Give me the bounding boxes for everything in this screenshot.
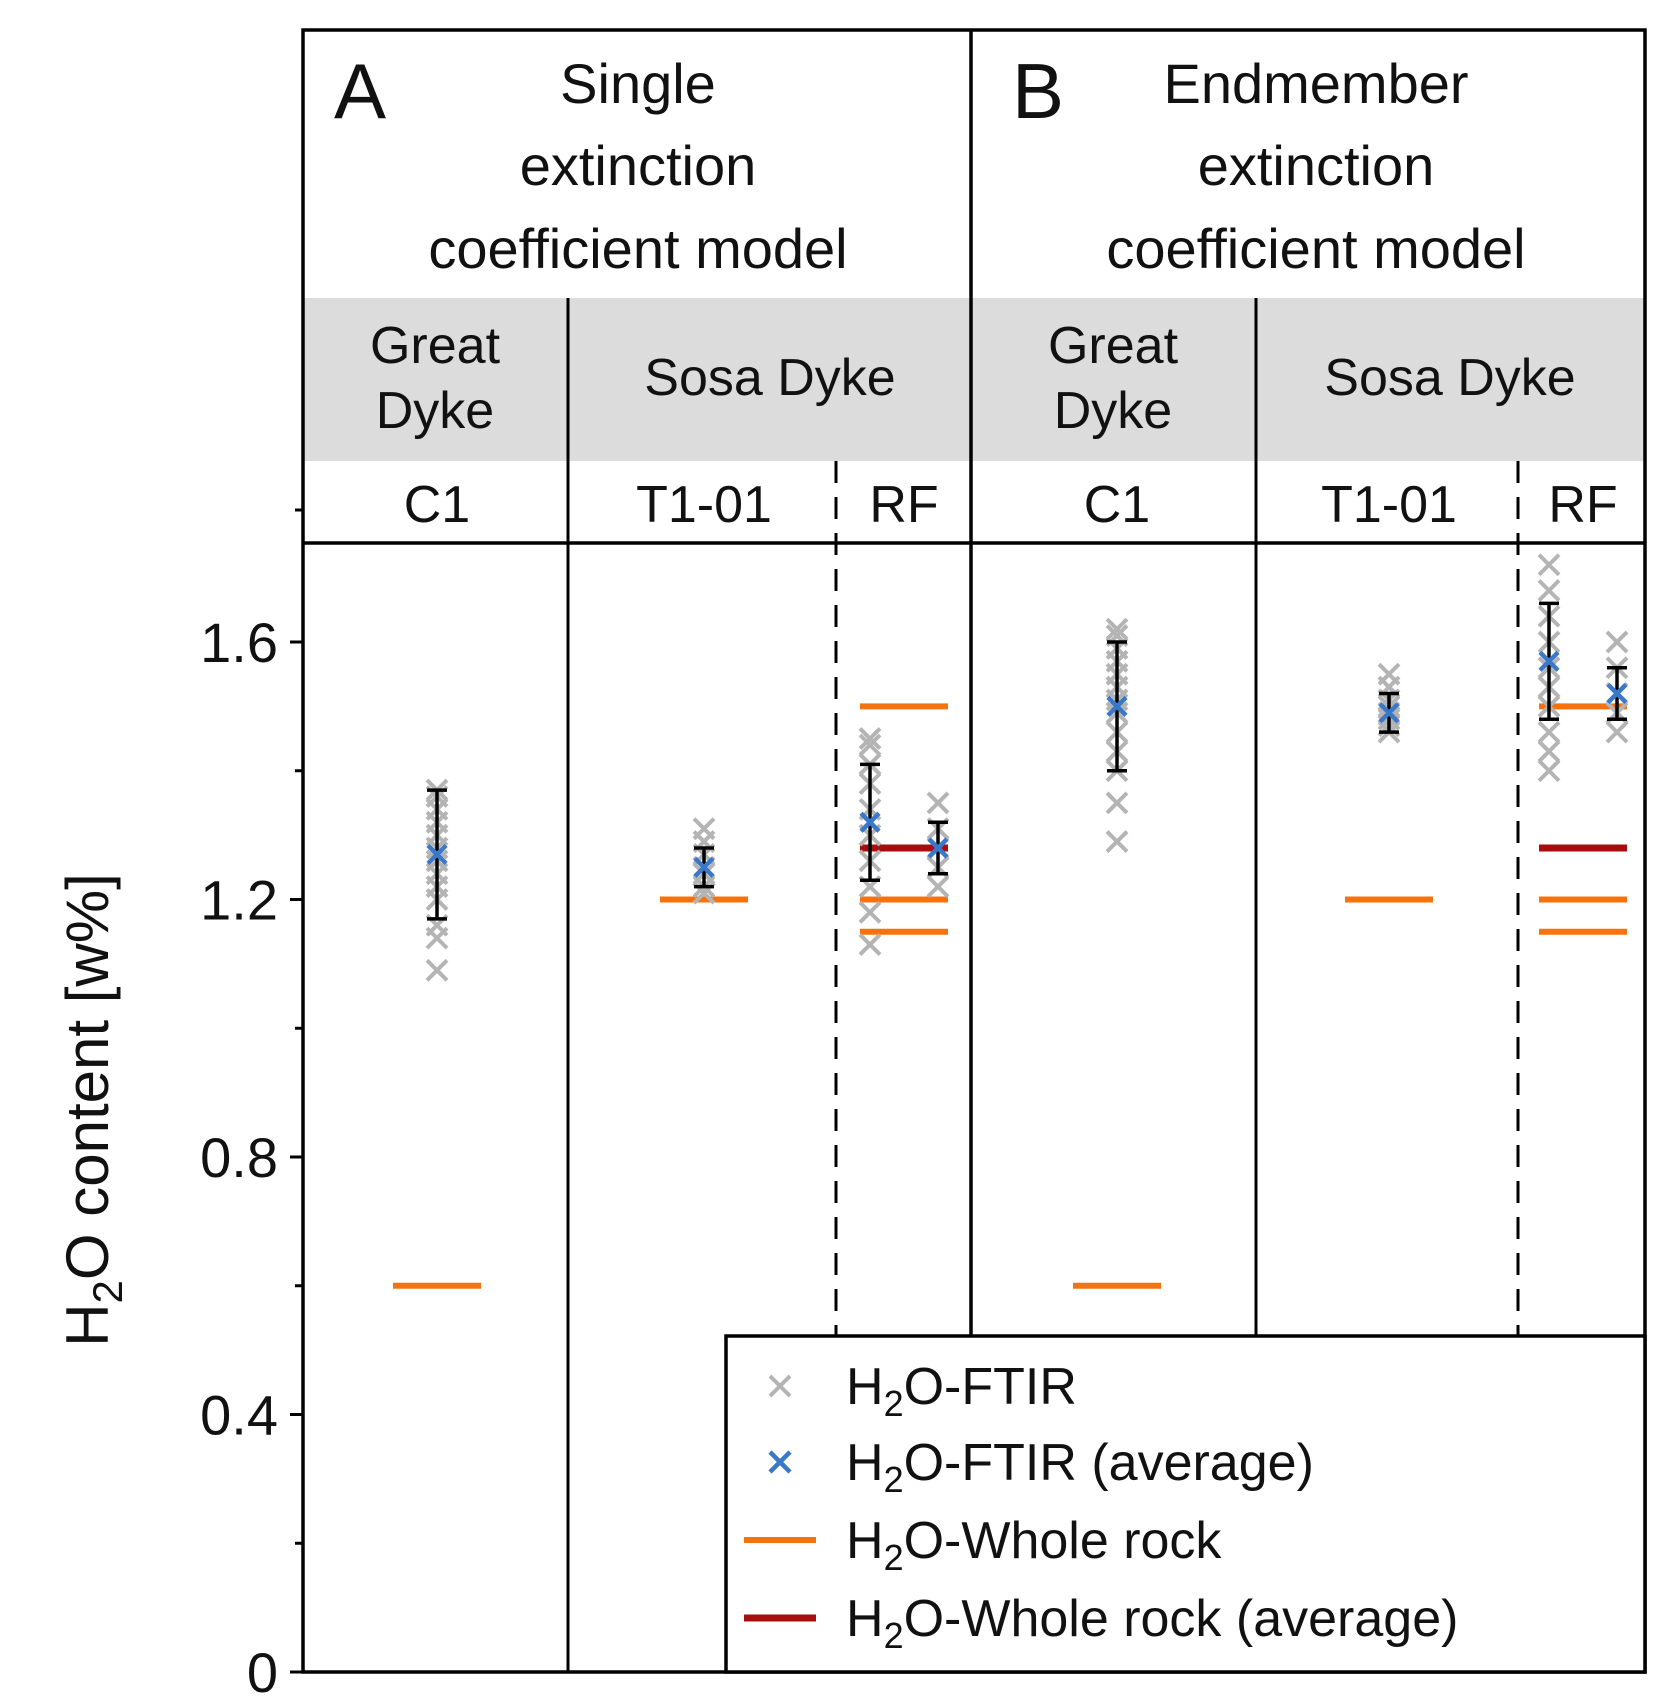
panel-b-letter: B xyxy=(1012,47,1064,135)
ftir-point xyxy=(1605,630,1629,654)
panel-b-sample-label-t1-01: T1-01 xyxy=(1321,476,1457,534)
legend-marker-ftir xyxy=(768,1374,792,1398)
ftir-point xyxy=(1377,662,1401,686)
panel-b-sample-label-rf: RF xyxy=(1548,476,1617,534)
y-tick-label: 0.8 xyxy=(200,1126,278,1189)
dyke-header-band xyxy=(303,298,1645,461)
ftir-point xyxy=(1605,720,1629,744)
panel-a-sample-label-t1-01: T1-01 xyxy=(636,476,772,534)
y-tick-label: 1.2 xyxy=(200,869,278,932)
ftir-point xyxy=(1105,830,1129,853)
ftir-average-point xyxy=(1538,650,1560,672)
legend: H2O-FTIR H2O-FTIR (average) H2O-Whole ro… xyxy=(724,1334,1647,1674)
panel-headers: A Single extinction coefficient model B … xyxy=(334,47,1618,534)
ftir-point xyxy=(1105,617,1129,641)
ftir-average-point xyxy=(1378,702,1400,724)
ftir-point xyxy=(1105,791,1129,815)
legend-box xyxy=(724,1334,1647,1674)
y-tick-label: 0 xyxy=(247,1641,278,1700)
ftir-point xyxy=(858,727,882,750)
ftir-point xyxy=(926,791,950,815)
ftir-average-point xyxy=(859,811,881,833)
panel-a-title-line-3: coefficient model xyxy=(428,217,847,280)
ftir-point xyxy=(1537,759,1561,783)
y-axis-title: H2O content [w%] xyxy=(54,873,131,1347)
legend-label-whole-rock: H2O-Whole rock xyxy=(846,1512,1222,1578)
ftir-point xyxy=(1537,740,1561,763)
panel-a-great-dyke-label-line-2: Dyke xyxy=(376,382,494,440)
y-axis-title-suffix: O content [w%] xyxy=(54,873,121,1280)
ftir-point xyxy=(858,900,882,924)
panel-a-sosa-dyke-label: Sosa Dyke xyxy=(644,349,895,407)
panel-a-letter: A xyxy=(334,47,386,135)
ftir-point xyxy=(692,817,716,841)
legend-marker-ftir-average xyxy=(768,1450,792,1474)
panel-b-sosa-dyke-label: Sosa Dyke xyxy=(1324,349,1575,407)
ftir-point xyxy=(858,933,882,956)
y-axis: 0 0.4 0.8 1.2 1.6 H2O content [w%] xyxy=(54,508,303,1700)
legend-label-ftir: H2O-FTIR xyxy=(846,1358,1077,1424)
panel-b-sample-label-c1: C1 xyxy=(1084,476,1150,534)
y-tick-label: 0.4 xyxy=(200,1384,278,1447)
ftir-average-point xyxy=(927,837,949,859)
panel-a-sample-label-rf: RF xyxy=(869,476,938,534)
legend-label-whole-rock-average: H2O-Whole rock (average) xyxy=(846,1590,1458,1656)
panel-a-title-line-2: extinction xyxy=(520,134,757,197)
legend-label-ftir-average: H2O-FTIR (average) xyxy=(846,1434,1314,1500)
panel-b-title-line-3: coefficient model xyxy=(1106,217,1525,280)
ftir-average-point xyxy=(1106,695,1128,717)
ftir-point xyxy=(1537,553,1561,577)
data-marks xyxy=(393,553,1629,1289)
y-axis-title-prefix: H xyxy=(54,1303,121,1346)
panel-b-title-line-2: extinction xyxy=(1198,134,1435,197)
ftir-point xyxy=(425,958,449,982)
ftir-point xyxy=(1537,579,1561,602)
ftir-point xyxy=(858,733,882,757)
panel-b-title-line-1: Endmember xyxy=(1163,52,1468,115)
y-axis-title-subscript: 2 xyxy=(84,1280,131,1303)
ftir-average-point xyxy=(1606,682,1628,705)
panel-a-great-dyke-label-line-1: Great xyxy=(370,317,501,375)
panel-a-sample-label-c1: C1 xyxy=(404,476,470,534)
panel-b-great-dyke-label-line-2: Dyke xyxy=(1054,382,1172,440)
panel-b-great-dyke-label-line-1: Great xyxy=(1048,317,1179,375)
ftir-point xyxy=(926,875,950,899)
y-tick-label: 1.6 xyxy=(200,611,278,674)
panel-a-title-line-1: Single xyxy=(560,52,716,115)
ftir-average-point xyxy=(426,843,448,866)
ftir-average-point xyxy=(693,856,715,878)
ftir-point xyxy=(1537,720,1561,744)
